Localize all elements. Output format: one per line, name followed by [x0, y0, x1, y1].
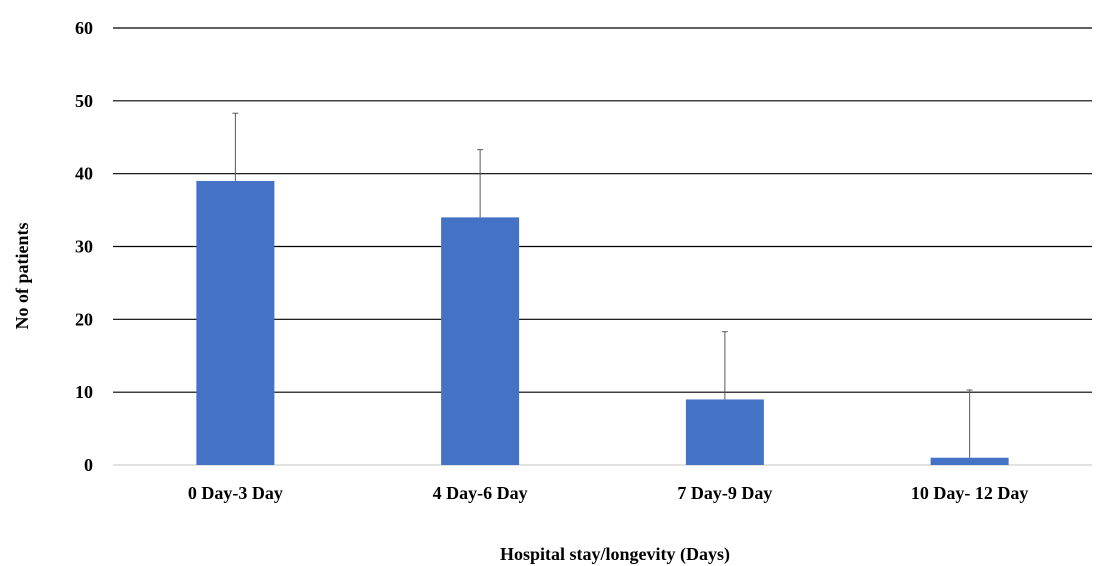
y-tick-label: 10	[75, 382, 93, 402]
bar-0	[196, 180, 275, 465]
y-axis-ticks: 0 10 20 30 40 50 60	[75, 18, 93, 475]
x-category-label: 4 Day-6 Day	[433, 483, 528, 503]
y-tick-label: 60	[75, 18, 93, 38]
x-category-label: 0 Day-3 Day	[188, 483, 283, 503]
y-tick-label: 30	[75, 237, 93, 257]
gridlines	[113, 27, 1092, 466]
x-category-label: 10 Day- 12 Day	[911, 483, 1029, 503]
x-axis-categories: 0 Day-3 Day 4 Day-6 Day 7 Day-9 Day 10 Day-…	[188, 483, 1029, 503]
y-tick-label: 0	[84, 455, 93, 475]
error-bars	[232, 112, 973, 458]
error-bar-0	[232, 112, 239, 181]
error-bar-1	[477, 149, 484, 218]
bar-3	[930, 457, 1009, 465]
y-axis-title: No of patients	[12, 223, 32, 330]
error-bar-3	[966, 389, 973, 458]
y-tick-label: 20	[75, 309, 93, 329]
bars	[196, 180, 1009, 465]
y-tick-label: 40	[75, 164, 93, 184]
y-tick-label: 50	[75, 91, 93, 111]
error-bar-2	[721, 331, 728, 400]
bar-2	[685, 399, 764, 465]
x-category-label: 7 Day-9 Day	[677, 483, 772, 503]
bar-1	[441, 217, 520, 465]
x-axis-title: Hospital stay/longevity (Days)	[500, 544, 730, 565]
